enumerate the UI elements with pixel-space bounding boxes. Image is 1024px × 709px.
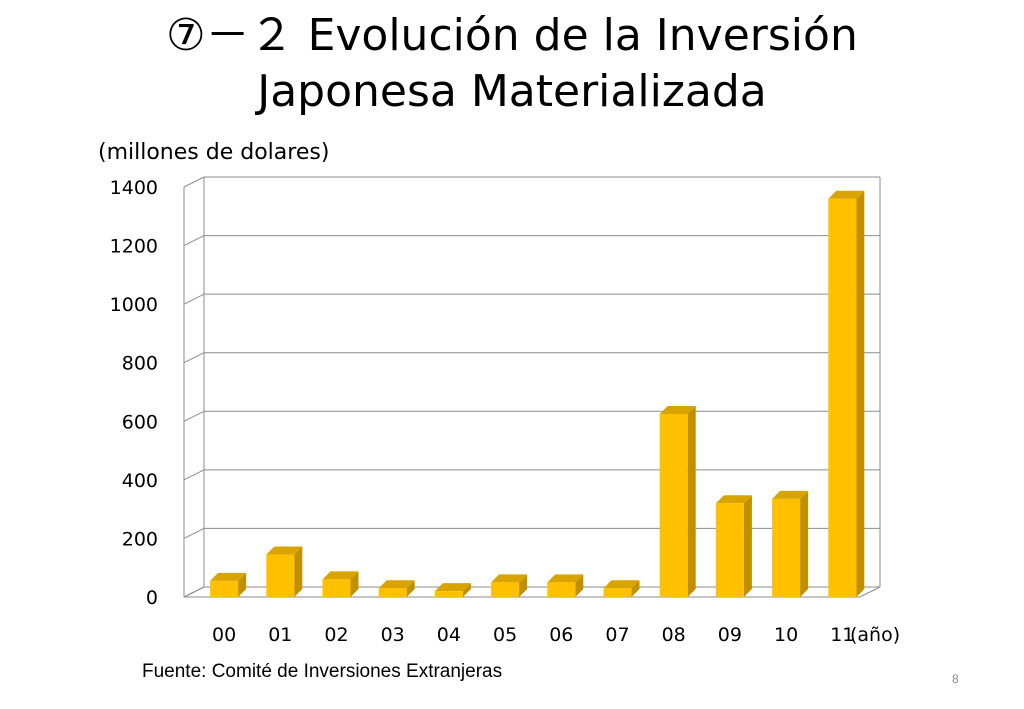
bar-10	[772, 498, 801, 597]
bar-11	[828, 198, 857, 597]
gridline-side-400	[183, 469, 205, 481]
bar-01	[266, 554, 295, 597]
x-tick-label-06: 06	[549, 624, 573, 646]
x-tick-label-04: 04	[437, 624, 461, 646]
x-tick-label-09: 09	[718, 624, 742, 646]
source-note: Fuente: Comité de Inversiones Extranjera…	[142, 661, 503, 682]
bar-top-03	[378, 580, 415, 589]
y-tick-label-200: 200	[122, 528, 158, 550]
x-tick-label-07: 07	[605, 624, 629, 646]
y-tick-label-1000: 1000	[110, 294, 158, 316]
bar-side-05	[519, 574, 528, 597]
bar-side-06	[575, 574, 584, 597]
x-tick-label-03: 03	[381, 624, 405, 646]
gridline-side-1400	[183, 176, 205, 188]
gridline-side-1000	[183, 293, 205, 305]
y-tick-label-1200: 1200	[110, 236, 158, 258]
gridline-side-800	[183, 352, 205, 364]
bar-top-08	[659, 405, 696, 414]
slide-title-line-1: ⑦－２ Evolución de la Inversión	[166, 10, 858, 61]
bar-02	[322, 579, 351, 597]
y-tick-label-0: 0	[146, 587, 158, 609]
y-tick-label-600: 600	[122, 411, 158, 433]
bar-side-07	[631, 580, 640, 597]
y-tick-label-800: 800	[122, 353, 158, 375]
x-tick-label-10: 10	[774, 624, 798, 646]
x-tick-label-00: 00	[212, 624, 236, 646]
slide-title-line-2: Japonesa Materializada	[257, 66, 767, 117]
bar-top-00	[210, 572, 247, 581]
bar-top-02	[322, 571, 359, 580]
bar-00	[210, 580, 239, 597]
bar-side-11	[856, 190, 865, 597]
bar-side-08	[687, 405, 696, 597]
bar-06	[547, 582, 576, 597]
bar-05	[491, 582, 520, 597]
bar-08	[659, 413, 688, 597]
bar-top-01	[266, 546, 303, 555]
bar-side-02	[350, 571, 359, 597]
x-tick-label-08: 08	[662, 624, 686, 646]
bar-03	[378, 588, 407, 597]
y-tick-label-1400: 1400	[110, 177, 158, 199]
bar-side-03	[406, 580, 415, 597]
bar-side-04	[462, 583, 471, 597]
bar-side-01	[294, 546, 303, 597]
bar-top-10	[772, 490, 809, 499]
bar-top-04	[434, 583, 471, 592]
bar-top-06	[547, 574, 584, 583]
x-axis-label: (año)	[850, 624, 900, 646]
gridline-side-1200	[183, 235, 205, 247]
bar-top-05	[491, 574, 528, 583]
bar-09	[715, 503, 744, 597]
x-tick-label-01: 01	[268, 624, 292, 646]
x-tick-label-05: 05	[493, 624, 517, 646]
bar-side-09	[743, 495, 752, 597]
bar-top-11	[828, 190, 865, 199]
bar-top-07	[603, 580, 640, 589]
bar-04	[434, 591, 463, 597]
x-tick-label-02: 02	[324, 624, 348, 646]
slide-title: ⑦－２ Evolución de la Inversión Japonesa M…	[0, 8, 1024, 120]
y-axis-label: (millones de dolares)	[98, 140, 330, 165]
bar-07	[603, 588, 632, 597]
gridline-side-200	[183, 527, 205, 539]
bar-side-00	[238, 572, 247, 597]
bar-side-10	[800, 490, 809, 597]
y-tick-label-400: 400	[122, 470, 158, 492]
page-number: 8	[952, 672, 959, 686]
x-tick-label-11: 11	[830, 624, 854, 646]
gridline-side-600	[183, 410, 205, 422]
gridline-side-0	[183, 586, 205, 598]
bar-top-09	[715, 495, 752, 504]
